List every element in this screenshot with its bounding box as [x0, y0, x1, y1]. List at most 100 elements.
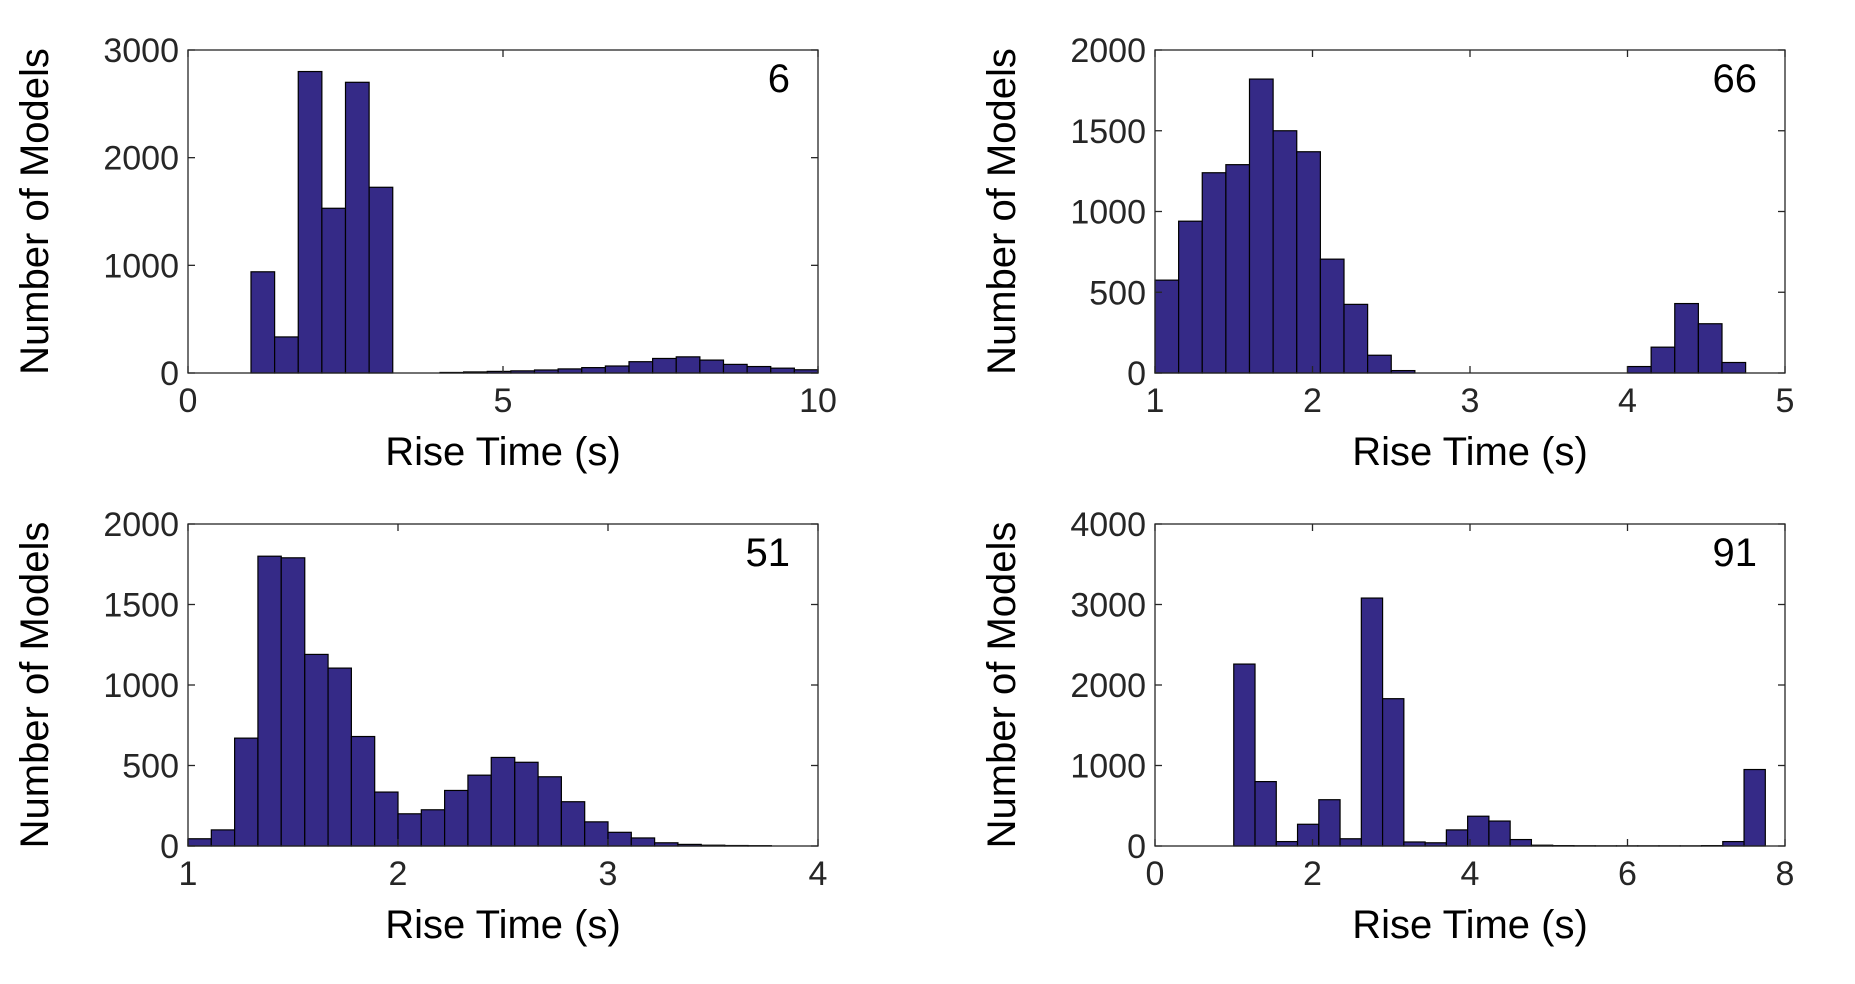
y-tick-label: 1000: [103, 247, 179, 285]
histogram-bar: [584, 821, 609, 847]
histogram-bar: [274, 336, 299, 374]
histogram-bar: [1650, 346, 1676, 374]
y-tick-label: 1500: [1070, 113, 1146, 151]
histogram-bar: [321, 207, 347, 374]
histogram-bar: [1254, 780, 1277, 847]
histogram-bar: [652, 357, 677, 374]
histogram-bar: [1697, 323, 1723, 374]
histogram-bar: [1319, 258, 1345, 374]
y-tick-label: 0: [1127, 828, 1146, 866]
histogram-panel-4: 0 2 4 6 8 0 1000 2000 3000 4000 Rise Time (s) Numbe…: [980, 506, 1794, 947]
histogram-bar: [350, 735, 376, 847]
histogram-bar: [514, 761, 539, 847]
histogram-bar: [1445, 829, 1469, 847]
x-tick-label: 1: [179, 855, 198, 893]
y-tick-label: 3000: [103, 32, 179, 70]
histogram-bar: [604, 365, 630, 374]
y-tick-label: 500: [1089, 274, 1146, 312]
x-axis-label: Rise Time (s): [385, 903, 621, 947]
y-tick-label: 2000: [103, 140, 179, 178]
y-tick-label: 1000: [103, 667, 179, 705]
histogram-bar: [1488, 820, 1511, 847]
histogram-bar: [1721, 361, 1747, 374]
y-tick-label: 3000: [1070, 587, 1146, 625]
panel-label: 51: [746, 531, 791, 575]
histogram-bar: [1674, 302, 1699, 374]
x-tick-label: 0: [1146, 855, 1165, 893]
histogram-bar: [537, 776, 562, 847]
y-tick-label: 500: [122, 748, 179, 786]
histogram-panel-1: 0 5 10 0 1000 2000 3000 Rise Time (s) Number of …: [13, 32, 837, 474]
x-tick-label: 10: [799, 382, 837, 420]
x-tick-label: 2: [389, 855, 408, 893]
panel-label: 91: [1713, 531, 1758, 575]
histogram-bar: [1178, 220, 1203, 374]
histogram-bar: [1233, 663, 1256, 847]
x-tick-label: 3: [1461, 382, 1480, 420]
panel-label: 66: [1713, 57, 1758, 101]
x-tick-label: 6: [1618, 855, 1637, 893]
histogram-bar: [1722, 840, 1745, 847]
x-tick-label: 1: [1146, 382, 1165, 420]
histogram-bar: [699, 359, 725, 374]
histogram-bar: [1626, 365, 1652, 374]
histogram-bar: [581, 367, 606, 374]
histogram-bar: [210, 829, 236, 847]
histogram-bar: [1343, 303, 1369, 374]
histogram-bar: [1509, 838, 1533, 847]
x-tick-label: 8: [1776, 855, 1795, 893]
x-axis-label: Rise Time (s): [1352, 430, 1588, 474]
histogram-bar: [1367, 354, 1392, 374]
y-tick-label: 0: [160, 828, 179, 866]
y-tick-label: 1000: [1070, 194, 1146, 232]
histogram-bar: [1360, 597, 1384, 847]
y-tick-label: 0: [1127, 355, 1146, 393]
y-tick-label: 0: [160, 355, 179, 393]
histogram-bar: [420, 809, 446, 847]
x-tick-label: 4: [1618, 382, 1637, 420]
histogram-bar: [444, 789, 469, 847]
histogram-bar: [1154, 279, 1180, 374]
histogram-bar: [234, 737, 259, 847]
x-tick-label: 2: [1303, 382, 1322, 420]
y-axis-label: Number of Models: [980, 48, 1024, 375]
histogram-bar: [1201, 172, 1227, 374]
histogram-bar: [297, 70, 323, 374]
y-tick-label: 1000: [1070, 748, 1146, 786]
x-tick-label: 5: [1776, 382, 1795, 420]
histogram-bar: [1275, 840, 1299, 847]
histogram-bar: [344, 81, 370, 374]
histogram-panel-3: 1 2 3 4 0 500 1000 1500 2000 Rise Time (s) Number …: [13, 506, 827, 947]
histogram-bar: [280, 557, 306, 847]
histogram-bar: [467, 774, 492, 847]
histogram-bar: [746, 365, 772, 374]
histogram-bar: [1272, 130, 1298, 374]
y-tick-label: 4000: [1070, 506, 1146, 544]
y-tick-label: 1500: [103, 587, 179, 625]
histogram-bar: [1339, 838, 1362, 847]
histogram-bar: [187, 838, 212, 847]
histogram-bar: [490, 756, 516, 847]
axes-box: [187, 49, 819, 374]
histogram-bar: [630, 837, 656, 847]
y-axis-label: Number of Models: [980, 522, 1024, 849]
x-axis-label: Rise Time (s): [1352, 903, 1588, 947]
x-tick-label: 4: [1461, 855, 1480, 893]
histogram-bar: [770, 367, 795, 374]
x-axis-label: Rise Time (s): [385, 430, 621, 474]
y-tick-label: 2000: [1070, 667, 1146, 705]
histogram-bar: [1225, 164, 1251, 374]
y-axis-label: Number of Models: [13, 48, 57, 375]
histogram-panel-2: 1 2 3 4 5 0 500 1000 1500 2000 Rise Time (s) Number…: [980, 32, 1794, 474]
histogram-bar: [1296, 151, 1321, 374]
histogram-bar: [304, 653, 329, 847]
panel-label: 6: [768, 57, 790, 101]
histogram-bar: [1296, 823, 1320, 847]
histogram-bar: [675, 356, 701, 374]
histogram-bar: [250, 271, 276, 374]
histogram-bar: [374, 791, 399, 847]
histogram-bar: [327, 667, 352, 847]
histogram-bar: [397, 813, 422, 847]
histogram-bar: [1743, 768, 1766, 847]
